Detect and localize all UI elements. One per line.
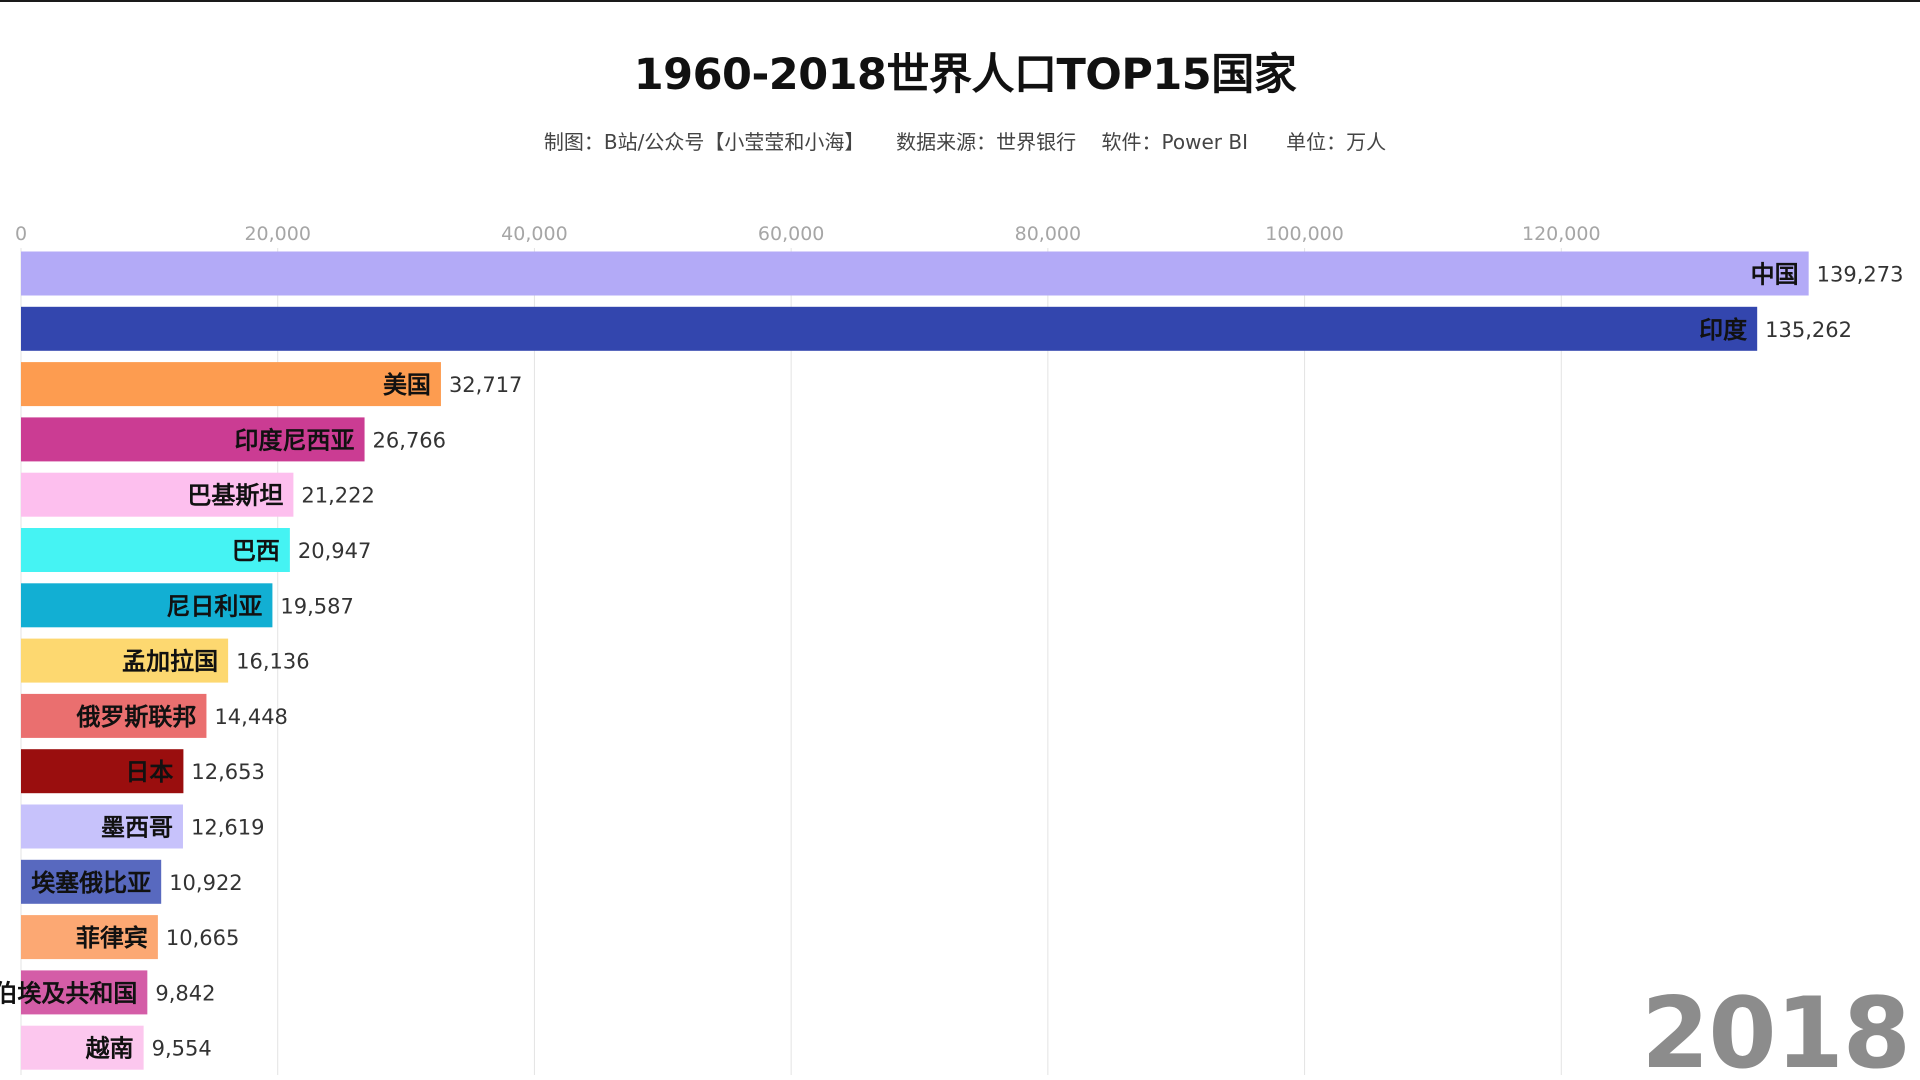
bar-row: 印度 135,262 <box>21 306 1852 351</box>
bar-category-label: 埃塞俄比亚 <box>31 869 151 897</box>
bar-category-label: 日本 <box>125 758 173 786</box>
bar <box>21 638 229 683</box>
bar-category-label: 俄罗斯联邦 <box>75 703 196 731</box>
x-tick-label: 20,000 <box>244 223 310 245</box>
bar-value-label: 32,717 <box>449 373 522 397</box>
x-tick-label: 40,000 <box>501 223 567 245</box>
bar <box>21 970 148 1015</box>
x-tick-label: 100,000 <box>1265 223 1344 245</box>
bar-value-label: 10,665 <box>166 926 239 950</box>
bar-row: 巴西 20,947 <box>21 528 371 572</box>
bar-category-label: 菲律宾 <box>76 924 148 952</box>
bar-value-label: 26,766 <box>373 428 446 452</box>
bar-category-label: 墨西哥 <box>101 814 173 842</box>
bar-category-label: 中国 <box>1751 261 1799 289</box>
bar-value-label: 12,653 <box>191 760 264 784</box>
bar-value-label: 19,587 <box>280 594 353 618</box>
chart-title: 1960-2018世界人口TOP15国家 <box>633 50 1297 100</box>
bar-row: 阿拉伯埃及共和国 9,842 <box>0 970 215 1015</box>
bar-value-label: 135,262 <box>1765 318 1852 342</box>
bar-row: 日本 12,653 <box>21 749 265 794</box>
bar-category-label: 巴基斯坦 <box>187 482 283 510</box>
bar-value-label: 12,619 <box>191 816 264 840</box>
bar-row: 俄罗斯联邦 14,448 <box>21 693 288 738</box>
bar-value-label: 9,842 <box>155 981 215 1005</box>
bar-value-label: 20,947 <box>298 539 371 563</box>
bar-category-label: 尼日利亚 <box>166 592 262 620</box>
bar-row: 墨西哥 12,619 <box>21 804 264 849</box>
bar-row: 中国 139,273 <box>21 251 1904 296</box>
bar-value-label: 14,448 <box>214 705 287 729</box>
bar <box>21 417 365 462</box>
top-border <box>0 0 1920 2</box>
bar-row: 孟加拉国 16,136 <box>21 638 310 683</box>
bar-value-label: 10,922 <box>169 871 242 895</box>
bar <box>21 472 294 517</box>
bar-row: 巴基斯坦 21,222 <box>21 472 375 517</box>
bar-category-label: 印度 <box>1699 316 1748 344</box>
bar-row: 菲律宾 10,665 <box>21 915 239 960</box>
bar-category-label: 印度尼西亚 <box>235 426 355 454</box>
bar-value-label: 9,554 <box>152 1037 212 1061</box>
x-axis-ticks: 0 20,000 40,000 60,000 80,000 100,000 120,000 <box>15 223 1601 245</box>
bars: 中国 139,273 印度 135,262 美国 32,717 印度尼西亚 26,766 巴基斯… <box>0 251 1904 1070</box>
bar <box>21 1025 144 1070</box>
bar <box>21 749 184 794</box>
bar <box>21 251 1809 296</box>
bar-category-label: 美国 <box>383 371 431 399</box>
chart-subtitle: 制图：B站/公众号【小莹莹和小海】 数据来源：世界银行 软件：Power BI … <box>543 130 1387 154</box>
bar <box>21 915 158 960</box>
bar-value-label: 16,136 <box>236 650 309 674</box>
bar <box>21 306 1758 351</box>
bar-category-label: 孟加拉国 <box>122 648 218 676</box>
bar-row: 美国 32,717 <box>21 362 522 407</box>
bar <box>21 362 441 407</box>
bar <box>21 859 162 904</box>
bar-value-label: 21,222 <box>301 484 374 508</box>
bar-row: 越南 9,554 <box>21 1025 212 1070</box>
year-label: 2018 <box>1641 977 1911 1080</box>
x-tick-label: 60,000 <box>758 223 824 245</box>
x-tick-label: 0 <box>15 223 27 245</box>
bar-category-label: 巴西 <box>232 537 280 565</box>
bar-row: 埃塞俄比亚 10,922 <box>21 859 243 904</box>
bar-row: 印度尼西亚 26,766 <box>21 417 446 462</box>
bar <box>21 583 273 628</box>
bar <box>21 528 290 572</box>
bar-row: 尼日利亚 19,587 <box>21 583 354 628</box>
bar-category-label: 阿拉伯埃及共和国 <box>0 979 137 1007</box>
bar <box>21 693 207 738</box>
bar <box>21 804 183 849</box>
x-tick-label: 80,000 <box>1015 223 1081 245</box>
bar-value-label: 139,273 <box>1817 263 1904 287</box>
bar-category-label: 越南 <box>86 1035 134 1063</box>
x-tick-label: 120,000 <box>1522 223 1601 245</box>
